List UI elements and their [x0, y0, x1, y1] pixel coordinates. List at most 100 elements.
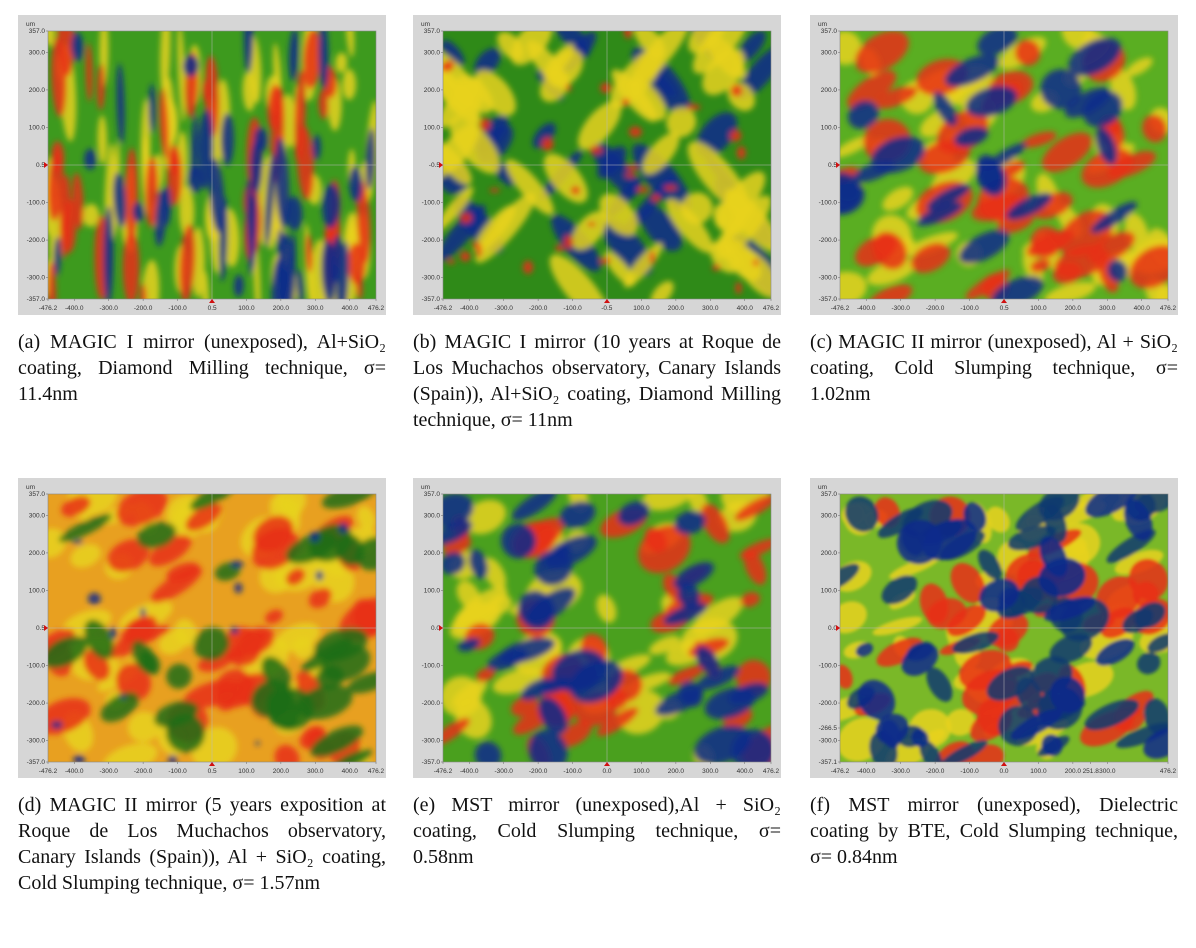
- blob: [193, 627, 230, 661]
- blob: [642, 494, 694, 511]
- blob: [600, 82, 612, 94]
- x-tick-label: -200.0: [134, 768, 153, 775]
- blob: [498, 637, 555, 664]
- blob: [728, 682, 769, 705]
- blob: [457, 637, 480, 652]
- caption: (c) MAGIC II mirror (unexposed), Al + Si…: [810, 331, 1178, 405]
- y-tick-label: -300.0: [27, 738, 46, 745]
- blob: [954, 126, 989, 147]
- blob: [663, 185, 677, 191]
- x-tick-label: -0.5: [601, 305, 613, 312]
- x-tick-label: 476.2: [1160, 305, 1177, 312]
- blob: [354, 536, 376, 571]
- blob: [872, 616, 923, 636]
- x-tick-label: 400.0: [342, 305, 359, 312]
- blob: [474, 48, 501, 77]
- blob: [97, 115, 108, 165]
- blob: [918, 139, 970, 175]
- x-tick-label: 251.8: [1083, 768, 1100, 775]
- y-tick-label: -357.0: [819, 296, 838, 303]
- blob: [312, 134, 321, 161]
- blob: [443, 142, 472, 185]
- blob: [202, 270, 210, 299]
- y-tick-label: 200.0: [821, 87, 838, 94]
- blob: [871, 136, 925, 174]
- x-tick-label: -400.0: [65, 768, 84, 775]
- blob: [626, 164, 639, 171]
- caption: (e) MST mirror (unexposed),Al + SiO₂ coa…: [413, 794, 781, 868]
- blob: [752, 259, 759, 266]
- blob: [881, 575, 918, 605]
- blob: [940, 740, 988, 762]
- blob: [48, 698, 91, 735]
- blob: [136, 521, 177, 549]
- blob: [140, 283, 147, 299]
- blob: [296, 684, 353, 720]
- blob: [628, 126, 642, 138]
- blob: [274, 137, 290, 229]
- texture: [48, 31, 376, 299]
- x-tick-label: 476.2: [368, 305, 385, 312]
- blob: [1041, 734, 1063, 757]
- blob: [952, 631, 999, 654]
- blob: [644, 527, 667, 553]
- x-tick-label: 200.0: [273, 768, 290, 775]
- blob: [517, 590, 556, 630]
- blob: [230, 626, 239, 634]
- blob: [275, 494, 307, 516]
- blob: [229, 630, 269, 660]
- blob: [53, 236, 61, 276]
- blob: [737, 31, 766, 64]
- y-tick-label: 357.0: [29, 28, 46, 35]
- blob: [342, 69, 357, 100]
- marker: [439, 162, 443, 168]
- y-tick-label: 300.0: [424, 49, 441, 56]
- unit-label: um: [818, 21, 827, 28]
- blob: [112, 172, 127, 228]
- marker: [44, 625, 48, 631]
- blob: [919, 583, 949, 624]
- blob: [520, 677, 555, 701]
- blob: [729, 129, 742, 142]
- x-tick-label: 0.5: [208, 768, 217, 775]
- blob: [840, 31, 862, 65]
- blob: [357, 505, 376, 531]
- blob: [854, 31, 909, 74]
- x-tick-label: -300.0: [99, 768, 118, 775]
- y-tick-label: -357.1: [819, 759, 838, 766]
- blobs: [48, 31, 376, 299]
- blob: [622, 98, 630, 107]
- blob: [557, 721, 592, 748]
- blob: [252, 515, 294, 552]
- blob: [1049, 676, 1086, 714]
- blob: [911, 728, 929, 748]
- blob: [459, 212, 473, 224]
- x-tick-label: 300.0: [1099, 305, 1116, 312]
- blob: [459, 251, 471, 262]
- blob: [1095, 638, 1135, 666]
- blob: [1040, 69, 1082, 110]
- blob: [124, 625, 170, 644]
- blob: [577, 101, 622, 150]
- y-tick-label: 200.0: [29, 87, 46, 94]
- blob: [160, 31, 171, 98]
- blob: [697, 665, 740, 690]
- blob: [167, 754, 178, 762]
- blob: [286, 568, 306, 586]
- blob: [145, 156, 159, 228]
- y-tick-label: -357.0: [422, 759, 441, 766]
- blob: [365, 127, 376, 190]
- blob: [72, 540, 84, 545]
- blob: [919, 740, 943, 762]
- y-tick-label: -357.0: [27, 759, 46, 766]
- y-tick-label: 357.0: [424, 491, 441, 498]
- blob: [1125, 57, 1153, 77]
- blob: [743, 549, 767, 585]
- x-tick-label: 200.0: [1065, 305, 1082, 312]
- x-tick-label: 0.5: [208, 305, 217, 312]
- x-tick-label: -400.0: [857, 305, 876, 312]
- blob: [115, 663, 152, 701]
- blob: [926, 667, 953, 702]
- x-tick-label: -476.2: [434, 768, 453, 775]
- blob: [840, 180, 865, 215]
